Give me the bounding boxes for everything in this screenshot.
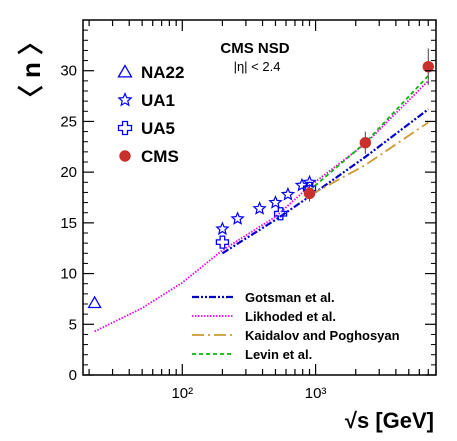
data-point — [215, 235, 230, 249]
data-point — [422, 60, 434, 73]
model-legend: Gotsman et al. Likhoded et al. Kaidalov an… — [192, 290, 400, 362]
data-point — [252, 201, 267, 215]
data-point — [359, 137, 372, 149]
y-tick-label: 0 — [69, 367, 77, 384]
y-tick-label: 20 — [60, 164, 77, 181]
legend-label: UA5 — [141, 119, 175, 138]
y-tick-label: 5 — [69, 316, 77, 333]
data-point — [268, 195, 283, 209]
data-point — [87, 295, 102, 309]
y-tick-label: 10 — [60, 266, 77, 283]
data-point — [303, 187, 316, 200]
chart-subtitle: |η| < 2.4 — [234, 59, 281, 74]
model-curve — [309, 121, 429, 197]
x-tick-label: 10³ — [305, 385, 327, 402]
legend-marker — [117, 64, 133, 78]
legend-marker — [119, 150, 131, 162]
x-axis-title: √s [GeV] — [345, 408, 434, 433]
legend-marker — [117, 120, 133, 136]
y-tick-label: 15 — [60, 215, 77, 232]
data-point — [302, 174, 317, 189]
legend-label: Likhoded et al. — [245, 309, 336, 324]
experiment-legend: NA22 UA1 UA5 CMS — [117, 63, 184, 166]
y-tick-label: 25 — [60, 113, 77, 130]
data-point — [230, 211, 245, 225]
legend-marker — [117, 91, 133, 107]
data-point — [280, 186, 296, 201]
plot-frame — [82, 19, 437, 376]
y-axis-title: 〈 n 〉 — [16, 29, 46, 111]
legend-label: NA22 — [141, 63, 184, 82]
legend-label: Gotsman et al. — [245, 290, 335, 305]
y-tick-label: 30 — [60, 63, 77, 80]
chart-title: CMS NSD — [220, 40, 289, 57]
legend-label: UA1 — [141, 91, 175, 110]
legend-label: CMS — [141, 147, 179, 166]
model-curve — [94, 80, 429, 333]
x-tick-label: 10² — [171, 385, 193, 402]
data-point — [215, 221, 230, 236]
data-point — [273, 207, 288, 221]
legend-label: Levin et al. — [245, 347, 312, 362]
legend-label: Kaidalov and Poghosyan — [245, 328, 400, 343]
